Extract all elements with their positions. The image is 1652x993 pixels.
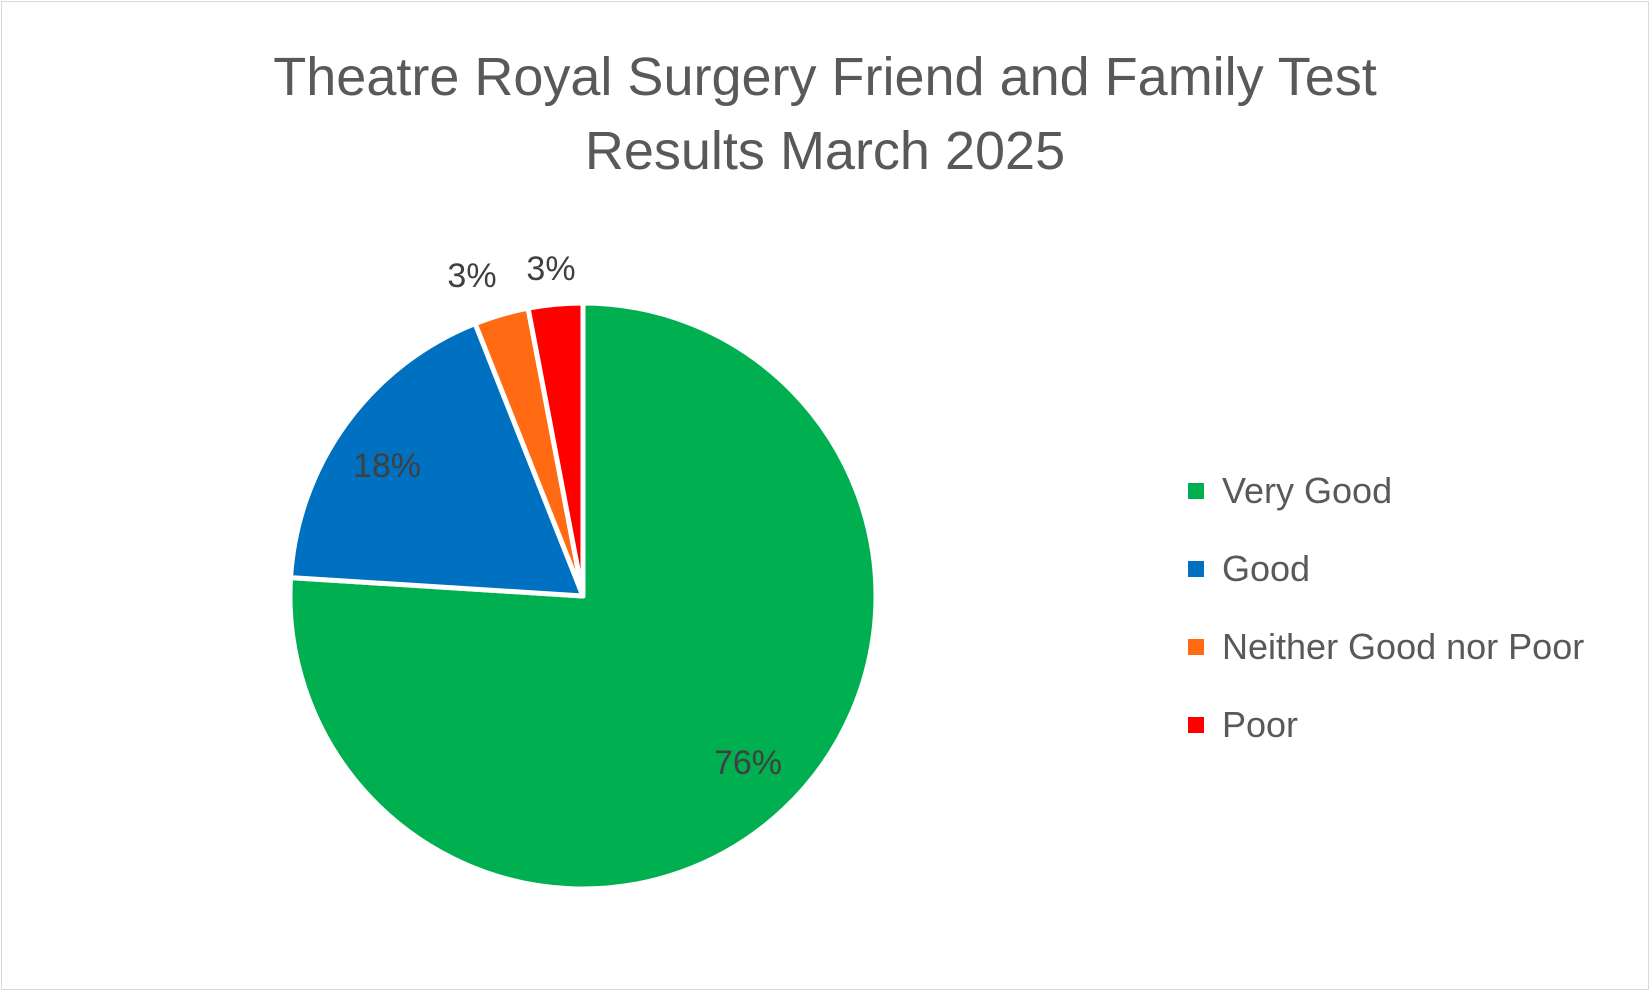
data-label-very-good: 76%: [714, 744, 782, 782]
legend-item-good: Good: [1188, 530, 1584, 608]
legend-item-neither: Neither Good nor Poor: [1188, 608, 1584, 686]
pie-slice-poor: [525, 300, 586, 599]
legend-label-good: Good: [1222, 548, 1311, 589]
legend-label-very-good: Very Good: [1222, 470, 1393, 511]
legend-label-neither: Neither Good nor Poor: [1222, 626, 1585, 667]
legend-label-poor: Poor: [1222, 704, 1299, 745]
legend-swatch-poor: [1188, 717, 1204, 733]
legend-swatch-very-good: [1188, 483, 1204, 499]
legend-item-very-good: Very Good: [1188, 452, 1584, 530]
data-label-poor: 3%: [526, 250, 575, 288]
pie-slice-very-good: [287, 300, 879, 892]
data-label-good: 18%: [353, 447, 421, 485]
legend-swatch-neither: [1188, 639, 1204, 655]
legend-item-poor: Poor: [1188, 686, 1584, 764]
pie-slice-good: [288, 321, 586, 599]
chart-title-line-1: Theatre Royal Surgery Friend and Family …: [273, 47, 1377, 107]
chart-title: Theatre Royal Surgery Friend and Family …: [0, 40, 1650, 188]
legend: Very Good Good Neither Good nor Poor Poo…: [1188, 452, 1584, 764]
data-label-neither: 3%: [447, 257, 496, 295]
chart-title-line-2: Results March 2025: [584, 121, 1066, 181]
legend-swatch-good: [1188, 561, 1204, 577]
